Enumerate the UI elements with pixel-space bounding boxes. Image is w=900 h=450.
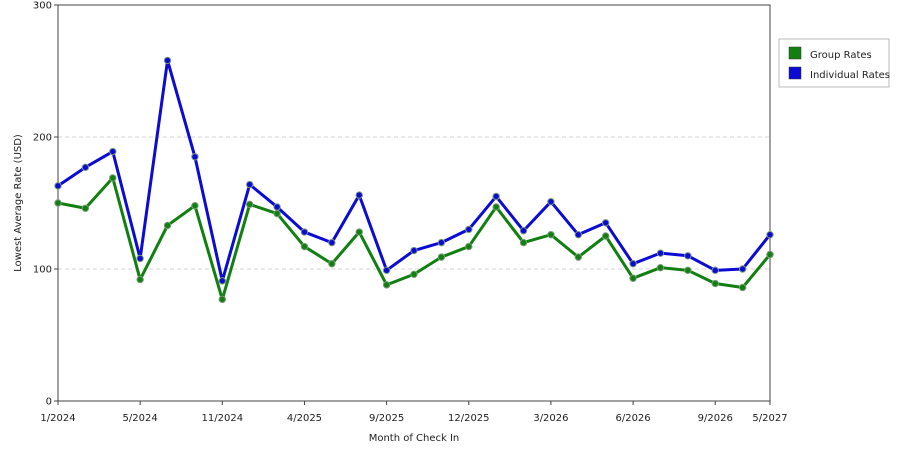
data-point	[684, 252, 692, 260]
axes	[54, 4, 771, 405]
data-point	[382, 281, 391, 289]
y-tick-label: 0	[46, 397, 52, 408]
data-point	[656, 263, 665, 272]
data-point	[136, 254, 144, 263]
data-point	[547, 197, 555, 206]
data-point	[410, 270, 418, 278]
x-tick-label: 12/2025	[448, 413, 490, 424]
data-point	[136, 275, 144, 284]
data-point	[492, 203, 500, 211]
data-point	[245, 200, 254, 209]
legend-label-individual-rates: Individual Rates	[810, 70, 890, 81]
data-point	[547, 230, 555, 239]
data-point	[465, 225, 473, 234]
x-tick-label: 6/2026	[615, 413, 650, 424]
legend-label-group-rates: Group Rates	[810, 50, 872, 61]
data-point	[410, 246, 418, 255]
data-point	[437, 253, 446, 261]
data-point	[711, 266, 719, 275]
data-point	[519, 227, 528, 235]
data-point	[191, 153, 199, 161]
data-point	[355, 191, 363, 199]
data-point	[574, 230, 583, 239]
data-point	[328, 260, 336, 268]
data-point	[656, 249, 665, 257]
x-tick-label: 5/2024	[123, 413, 158, 424]
data-point	[766, 230, 774, 239]
x-axis-title: Month of Check In	[369, 433, 460, 444]
legend-swatch-individual-rates	[788, 66, 802, 80]
data-point	[328, 238, 336, 247]
data-point	[300, 228, 309, 236]
data-point	[218, 295, 227, 304]
data-point	[245, 180, 254, 189]
series-lines	[57, 58, 772, 301]
x-tick-label: 5/2027	[752, 413, 787, 424]
data-point	[601, 232, 610, 240]
x-tick-label: 9/2026	[698, 413, 733, 424]
data-point	[492, 192, 500, 201]
x-tick-label: 3/2026	[533, 413, 568, 424]
data-points	[54, 56, 774, 304]
y-tick-label: 200	[33, 133, 52, 144]
x-tick-label: 1/2024	[40, 413, 75, 424]
data-point	[273, 209, 281, 218]
data-point	[738, 283, 747, 292]
data-point	[519, 238, 528, 247]
x-tick-label: 11/2024	[202, 413, 244, 424]
tick-labels: 0 100 200 300 1/2024 5/2024 11/2024 4/2025 9/202…	[33, 1, 788, 425]
data-point	[684, 266, 692, 275]
data-point	[355, 228, 363, 236]
data-point	[601, 219, 610, 227]
data-point	[163, 56, 172, 65]
data-point	[574, 253, 583, 261]
plot-frame	[57, 4, 771, 402]
series-line-0	[57, 176, 772, 301]
data-point	[629, 274, 637, 282]
data-point	[300, 242, 309, 251]
data-point	[273, 203, 281, 211]
data-point	[191, 201, 199, 210]
data-point	[711, 279, 719, 288]
data-point	[54, 182, 62, 190]
data-point	[382, 266, 391, 275]
x-tick-label: 4/2025	[287, 413, 322, 424]
y-axis-title: Lowest Average Rate (USD)	[13, 134, 24, 272]
data-point	[81, 204, 90, 212]
data-point	[629, 260, 637, 268]
legend-swatch-group-rates	[788, 46, 802, 60]
data-point	[81, 163, 90, 172]
y-tick-label: 100	[33, 265, 52, 276]
y-tick-label: 300	[33, 1, 52, 12]
data-point	[218, 277, 227, 285]
data-point	[465, 242, 473, 251]
data-point	[54, 199, 62, 207]
legend: Group Rates Individual Rates	[778, 38, 890, 88]
data-point	[163, 221, 172, 230]
x-tick-label: 9/2025	[369, 413, 404, 424]
data-point	[109, 147, 117, 156]
data-point	[766, 250, 774, 259]
data-point	[437, 238, 446, 247]
data-point	[109, 174, 117, 182]
data-point	[738, 265, 747, 273]
